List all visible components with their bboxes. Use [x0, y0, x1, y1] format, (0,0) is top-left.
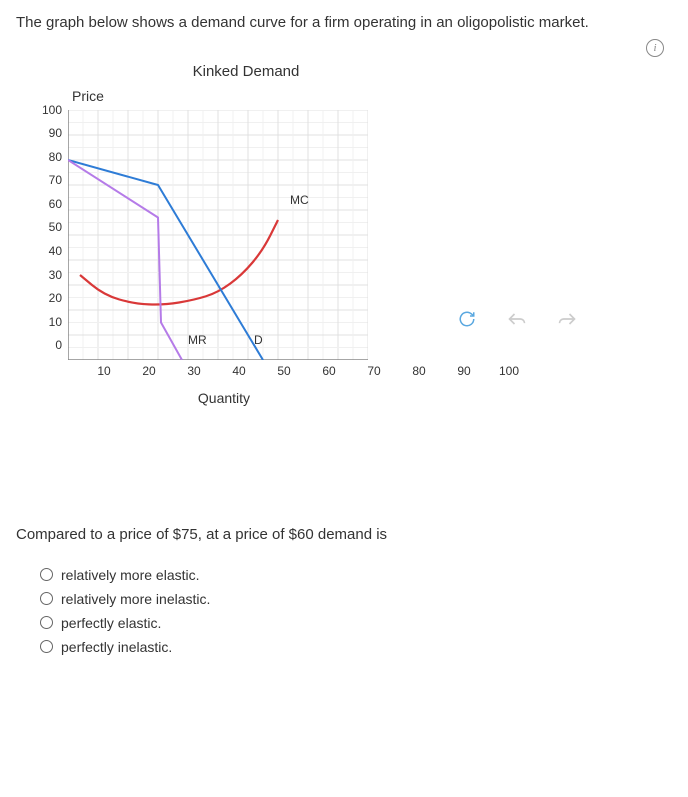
y-tick-label: 80 — [36, 150, 62, 164]
x-tick-label: 60 — [314, 364, 344, 378]
x-tick-label: 40 — [224, 364, 254, 378]
x-tick-label: 100 — [494, 364, 524, 378]
y-tick-label: 0 — [36, 338, 62, 352]
chart-title: Kinked Demand — [36, 63, 456, 80]
radio-icon — [40, 616, 53, 629]
info-icon[interactable]: i — [646, 39, 664, 57]
radio-icon — [40, 592, 53, 605]
x-tick-label: 90 — [449, 364, 479, 378]
x-tick-label: 50 — [269, 364, 299, 378]
x-tick-label: 30 — [179, 364, 209, 378]
x-tick-label: 70 — [359, 364, 389, 378]
answer-option[interactable]: perfectly inelastic. — [40, 639, 672, 655]
x-axis-label: Quantity — [74, 390, 374, 406]
y-tick-label: 20 — [36, 291, 62, 305]
question-prompt: Compared to a price of $75, at a price o… — [16, 526, 672, 543]
question-intro: The graph below shows a demand curve for… — [16, 12, 672, 35]
answer-option[interactable]: relatively more elastic. — [40, 567, 672, 583]
x-tick-label: 20 — [134, 364, 164, 378]
y-tick-label: 30 — [36, 268, 62, 282]
x-axis-ticks: 102030405060708090100 — [74, 364, 374, 378]
chart: Price 1009080706050403020100 MCDMR 10203… — [36, 88, 672, 406]
refresh-icon[interactable] — [456, 308, 478, 330]
y-axis-ticks: 1009080706050403020100 — [36, 103, 68, 353]
radio-icon — [40, 640, 53, 653]
answer-option-label: relatively more elastic. — [61, 567, 200, 583]
x-tick-label: 10 — [89, 364, 119, 378]
answer-option-label: perfectly inelastic. — [61, 639, 172, 655]
series-marginal-revenue — [68, 110, 368, 360]
redo-icon[interactable] — [556, 308, 578, 330]
y-tick-label: 90 — [36, 126, 62, 140]
y-tick-label: 50 — [36, 220, 62, 234]
answer-option-label: relatively more inelastic. — [61, 591, 210, 607]
y-tick-label: 60 — [36, 197, 62, 211]
undo-icon[interactable] — [506, 308, 528, 330]
answer-option[interactable]: perfectly elastic. — [40, 615, 672, 631]
answer-options: relatively more elastic. relatively more … — [40, 567, 672, 655]
info-row: i — [16, 39, 672, 63]
series-label-marginal-revenue: MR — [188, 333, 207, 347]
y-tick-label: 10 — [36, 315, 62, 329]
y-tick-label: 70 — [36, 173, 62, 187]
answer-option[interactable]: relatively more inelastic. — [40, 591, 672, 607]
chart-controls — [456, 308, 578, 330]
answer-option-label: perfectly elastic. — [61, 615, 161, 631]
x-tick-label: 80 — [404, 364, 434, 378]
y-tick-label: 40 — [36, 244, 62, 258]
radio-icon — [40, 568, 53, 581]
plot-area: MCDMR — [68, 110, 368, 360]
y-axis-label: Price — [72, 88, 672, 104]
y-tick-label: 100 — [36, 103, 62, 117]
